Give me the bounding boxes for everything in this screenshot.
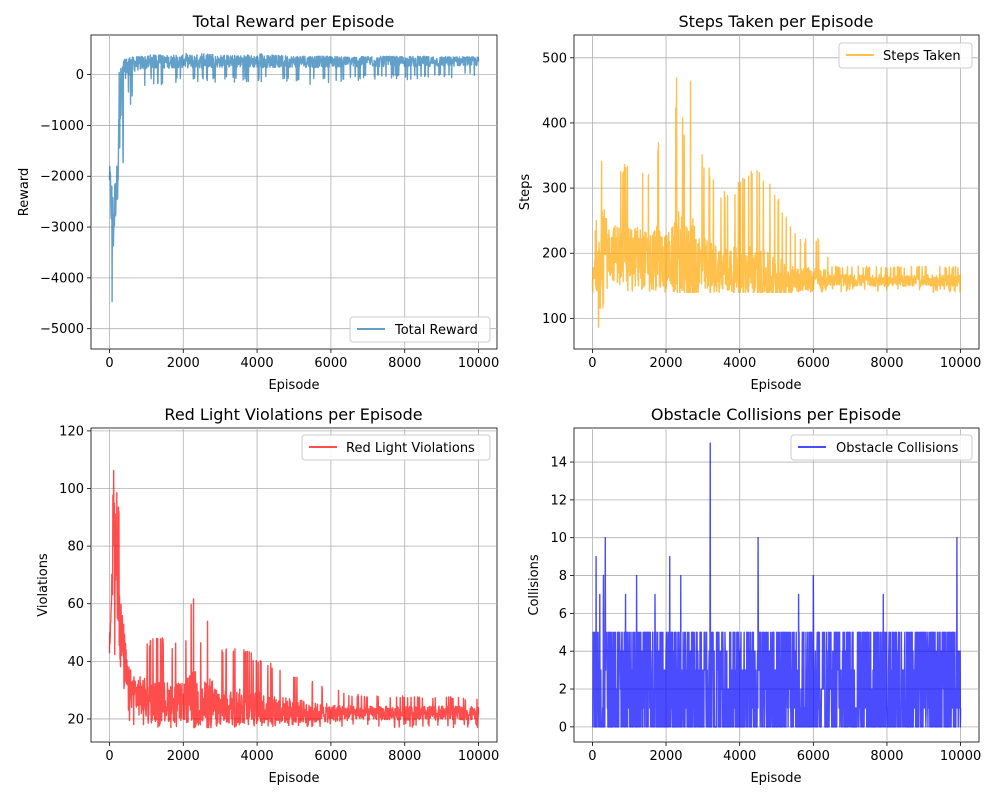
- series-line: [108, 52, 480, 303]
- chart-title: Steps Taken per Episode: [678, 12, 873, 31]
- plot-frame: [90, 427, 498, 743]
- y-tick-label: 400: [542, 116, 567, 131]
- y-tick-label: −4000: [40, 271, 84, 286]
- y-axis-label: Steps: [518, 174, 533, 211]
- plot-frame: [573, 34, 980, 350]
- x-ticks: 0 2000 4000 6000 8000 10000: [588, 349, 981, 371]
- x-axis-label: Episode: [268, 771, 319, 786]
- subplot-steps-taken: Steps Taken per Episode 0 2000 4000 6000 800…: [518, 12, 981, 393]
- x-tick-label: 4000: [723, 356, 756, 371]
- series-line: [591, 442, 962, 728]
- chart-title: Obstacle Collisions per Episode: [651, 405, 901, 424]
- legend: Red Light Violations: [301, 434, 491, 461]
- legend-label-red-light-violations: Red Light Violations: [346, 441, 475, 456]
- y-tick-label: 0: [76, 68, 84, 83]
- subplot-total-reward: Total Reward per Episode 0 2000 4000 6000 80…: [17, 12, 499, 393]
- series-line: [108, 469, 480, 729]
- x-tick-label: 10000: [940, 749, 981, 764]
- subplot-red-light-violations: Red Light Violations per Episode 0 2000 40…: [36, 405, 499, 786]
- x-tick-label: 0: [588, 356, 596, 371]
- x-axis-label: Episode: [268, 378, 319, 393]
- y-tick-label: 4: [559, 645, 567, 660]
- plot-frame: [573, 427, 980, 743]
- y-ticks: 20 40 60 80 100 120: [59, 424, 91, 727]
- y-axis-label: Reward: [17, 168, 32, 216]
- legend-box: [349, 316, 491, 343]
- series-steps-taken: [591, 77, 962, 328]
- legend-label-total-reward: Total Reward: [394, 323, 478, 338]
- x-tick-label: 2000: [167, 749, 200, 764]
- legend: Obstacle Collisions: [790, 434, 973, 461]
- x-tick-label: 0: [105, 356, 113, 371]
- legend-box: [790, 434, 973, 461]
- series-obstacle-collisions: [591, 442, 962, 728]
- x-tick-label: 8000: [870, 749, 903, 764]
- x-tick-label: 4000: [241, 356, 274, 371]
- series-red-light-violations: [108, 469, 480, 729]
- y-tick-label: 10: [550, 531, 567, 546]
- x-tick-label: 0: [588, 749, 596, 764]
- y-ticks: −5000 −4000 −3000 −2000 −1000 0: [40, 68, 91, 337]
- y-tick-label: 500: [542, 51, 567, 66]
- chart-title: Total Reward per Episode: [192, 12, 395, 31]
- x-tick-label: 2000: [649, 749, 682, 764]
- legend-label-steps-taken: Steps Taken: [883, 49, 961, 64]
- x-axis-label: Episode: [750, 378, 801, 393]
- y-axis-label: Violations: [36, 553, 51, 617]
- series-total-reward: [108, 52, 480, 303]
- y-tick-label: −5000: [40, 322, 84, 337]
- y-tick-label: 40: [67, 655, 84, 670]
- x-ticks: 0 2000 4000 6000 8000 10000: [588, 742, 981, 764]
- y-tick-label: 300: [542, 182, 567, 197]
- x-tick-label: 10000: [458, 356, 499, 371]
- y-tick-label: 0: [559, 720, 567, 735]
- x-tick-label: 8000: [388, 749, 421, 764]
- chart-title: Red Light Violations per Episode: [164, 405, 422, 424]
- x-tick-label: 6000: [797, 356, 830, 371]
- y-ticks: 0 2 4 6 8 10 12 14: [550, 456, 574, 735]
- x-tick-label: 6000: [314, 356, 347, 371]
- y-tick-label: 8: [559, 569, 567, 584]
- series-line: [591, 77, 962, 328]
- x-tick-label: 0: [105, 749, 113, 764]
- x-tick-label: 10000: [940, 356, 981, 371]
- x-tick-label: 8000: [870, 356, 903, 371]
- x-tick-label: 4000: [241, 749, 274, 764]
- plot-frame: [90, 34, 498, 350]
- legend: Total Reward: [349, 316, 491, 343]
- x-tick-label: 8000: [388, 356, 421, 371]
- y-tick-label: 60: [67, 597, 84, 612]
- y-tick-label: 20: [67, 712, 84, 727]
- y-tick-label: 6: [559, 607, 567, 622]
- y-axis-label: Collisions: [527, 554, 542, 615]
- y-tick-label: −3000: [40, 221, 84, 236]
- y-tick-label: 2: [559, 683, 567, 698]
- subplot-obstacle-collisions: Obstacle Collisions per Episode 0 2000 400…: [527, 405, 981, 786]
- y-tick-label: 80: [67, 540, 84, 555]
- y-tick-label: 14: [550, 456, 567, 471]
- legend-box: [838, 42, 973, 69]
- x-axis-label: Episode: [750, 771, 801, 786]
- x-tick-label: 2000: [167, 356, 200, 371]
- x-ticks: 0 2000 4000 6000 8000 10000: [105, 742, 499, 764]
- x-ticks: 0 2000 4000 6000 8000 10000: [105, 349, 499, 371]
- legend-label-obstacle-collisions: Obstacle Collisions: [836, 441, 959, 456]
- x-tick-label: 4000: [723, 749, 756, 764]
- legend-box: [301, 434, 491, 461]
- legend: Steps Taken: [838, 42, 973, 69]
- y-tick-label: 100: [542, 312, 567, 327]
- y-tick-label: 200: [542, 247, 567, 262]
- y-tick-label: 100: [59, 482, 84, 497]
- x-tick-label: 6000: [314, 749, 347, 764]
- x-tick-label: 6000: [797, 749, 830, 764]
- y-tick-label: −1000: [40, 119, 84, 134]
- x-tick-label: 2000: [649, 356, 682, 371]
- y-tick-label: 12: [550, 493, 567, 508]
- y-tick-label: 120: [59, 424, 84, 439]
- x-tick-label: 10000: [458, 749, 499, 764]
- y-ticks: 100 200 300 400 500: [542, 51, 574, 327]
- y-tick-label: −2000: [40, 170, 84, 185]
